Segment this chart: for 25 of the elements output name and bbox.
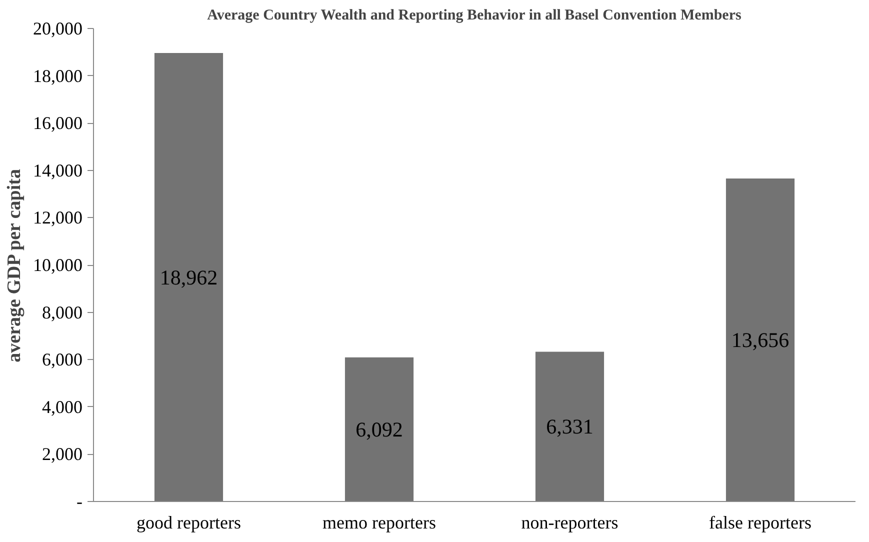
data-label: 18,962: [160, 265, 218, 290]
x-tick-label: good reporters: [136, 512, 241, 532]
y-tick-label: 8,000: [42, 302, 82, 322]
y-tick-label: 12,000: [33, 208, 82, 228]
y-tick-label: 10,000: [33, 255, 82, 275]
y-tick-label: -: [76, 492, 83, 512]
data-label: 13,656: [731, 328, 790, 352]
x-tick-label: false reporters: [709, 512, 812, 532]
bar: [344, 357, 414, 502]
chart-title: Average Country Wealth and Reporting Behavior in all Basel Convention Members: [207, 8, 742, 24]
x-tick-label: memo reporters: [322, 512, 436, 532]
y-tick-label: 6,000: [42, 350, 82, 370]
bar: [726, 178, 795, 502]
y-axis-title: average GDP per capita: [4, 168, 25, 362]
y-tick-label: 4,000: [42, 396, 82, 417]
y-tick-label: 2,000: [42, 444, 82, 464]
x-tick-label: non-reporters: [521, 512, 618, 532]
data-label: 6,092: [356, 417, 403, 442]
y-tick-label: 14,000: [33, 160, 82, 180]
bar: [535, 352, 604, 502]
bar: [154, 53, 224, 502]
y-tick-label: 20,000: [33, 18, 82, 38]
y-tick-label: 16,000: [33, 113, 82, 134]
y-tick-label: 18,000: [33, 66, 82, 86]
data-label: 6,331: [546, 414, 594, 439]
